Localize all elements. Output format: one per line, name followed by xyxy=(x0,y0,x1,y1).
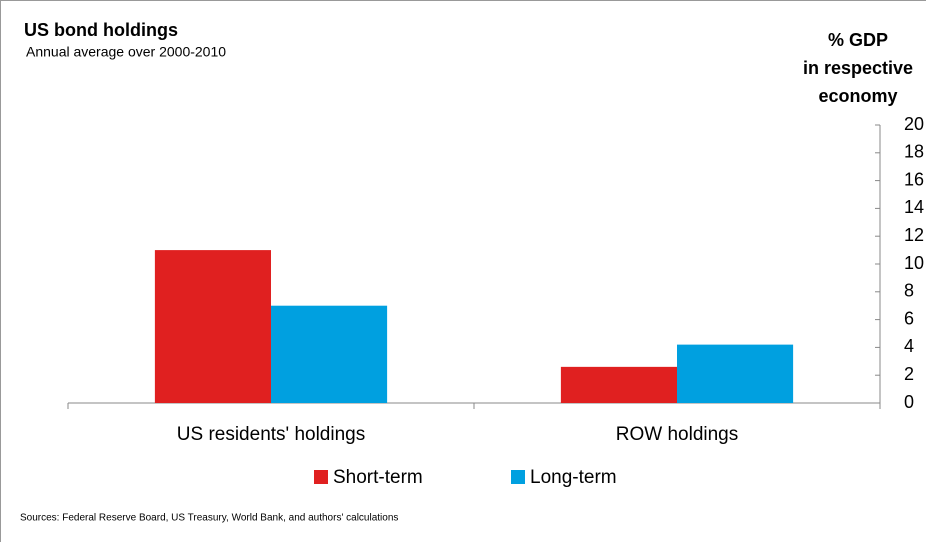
x-tick-label: US residents' holdings xyxy=(177,424,365,445)
y-tick-label: 8 xyxy=(904,281,914,301)
chart-subtitle: Annual average over 2000-2010 xyxy=(26,44,226,60)
x-tick-label: ROW holdings xyxy=(616,424,739,445)
y-tick-label: 10 xyxy=(904,253,924,273)
legend-swatch xyxy=(511,470,525,484)
legend-label: Short-term xyxy=(333,467,423,488)
y-tick-label: 4 xyxy=(904,336,914,356)
bar xyxy=(271,305,388,403)
legend-swatch xyxy=(314,470,328,484)
bar xyxy=(560,366,677,403)
y-tick-label: 2 xyxy=(904,364,914,384)
y-axis-label: in respective xyxy=(803,58,913,78)
y-axis-label: economy xyxy=(818,86,897,106)
chart-title: US bond holdings xyxy=(24,20,178,40)
bar xyxy=(677,344,794,403)
y-tick-label: 20 xyxy=(904,114,924,134)
y-tick-label: 18 xyxy=(904,142,924,162)
y-tick-label: 16 xyxy=(904,169,924,189)
y-axis-label: % GDP xyxy=(828,30,888,50)
y-tick-label: 14 xyxy=(904,197,924,217)
y-tick-label: 0 xyxy=(904,392,914,412)
bar xyxy=(154,250,271,403)
y-tick-label: 6 xyxy=(904,308,914,328)
legend-label: Long-term xyxy=(530,467,617,488)
y-tick-label: 12 xyxy=(904,225,924,245)
source-note: Sources: Federal Reserve Board, US Treas… xyxy=(20,513,398,524)
